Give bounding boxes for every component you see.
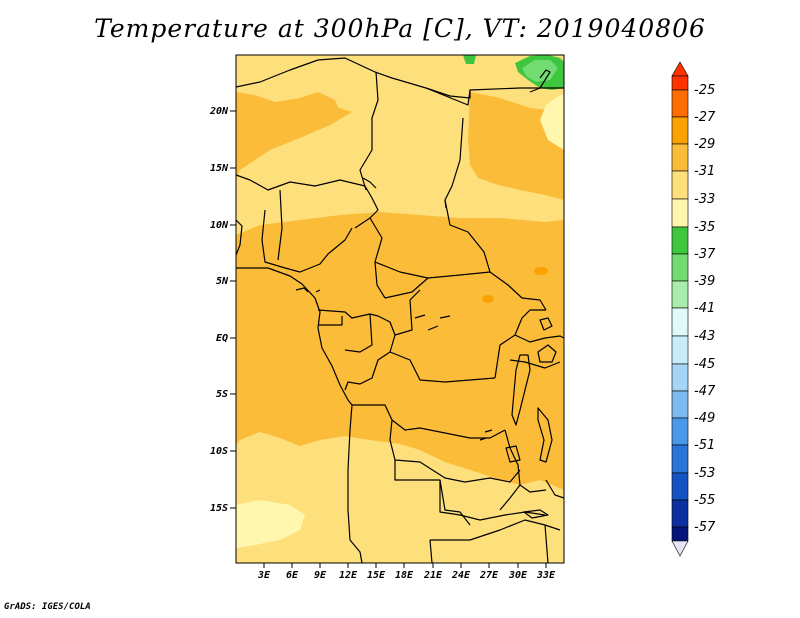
colorbar-label: -53 (694, 466, 715, 481)
colorbar-label: -45 (694, 357, 715, 372)
country-borders (236, 57, 564, 563)
colorbar-segment (671, 143, 689, 172)
colorbar-segment (671, 307, 689, 337)
lat-tick-15s: 15S (210, 503, 236, 514)
colorbar-label: -29 (694, 137, 715, 152)
colorbar-label: -49 (694, 411, 715, 426)
colorbar-segment (671, 75, 689, 91)
lon-label-33e: 33E (536, 570, 556, 581)
map-title: Temperature at 300hPa [C], VT: 201904080… (94, 14, 706, 43)
lat-label-20n: 20N (209, 106, 229, 117)
lat-tick-eq: EQ (216, 333, 236, 344)
lat-label-15s: 15S (210, 503, 228, 514)
lon-label-15e: 15E (367, 570, 386, 581)
colorbar-segment (671, 444, 689, 474)
colorbar-segment (671, 499, 689, 528)
colorbar-bottom-arrow (671, 540, 689, 557)
credit-text: GrADS: IGES/COLA (4, 602, 91, 612)
lat-label-10s: 10S (210, 446, 228, 457)
lat-tick-10s: 10S (210, 446, 236, 457)
colorbar-label: -33 (694, 192, 715, 207)
colorbar-segment (671, 363, 689, 392)
colorbar-label: -55 (694, 493, 715, 508)
lon-tick-9e: 9E (314, 563, 327, 581)
lon-tick-18e: 18E (395, 563, 414, 581)
colorbar-segment (671, 335, 689, 365)
temperature-band-35-37 (463, 55, 476, 64)
colorbar-label: -51 (694, 438, 715, 453)
lon-tick-15e: 15E (367, 563, 386, 581)
lon-label-27e: 27E (479, 570, 499, 581)
lon-tick-21e: 21E (423, 563, 443, 581)
lat-tick-20n: 20N (209, 106, 236, 117)
lon-label-24e: 24E (451, 570, 471, 581)
colorbar-segment (671, 198, 689, 228)
lon-tick-3e: 3E (257, 563, 271, 581)
temperature-band-29-31 (236, 92, 340, 152)
lat-label-15n: 15N (210, 163, 229, 174)
lat-label-10n: 10N (210, 220, 229, 231)
longitude-axis: 3E 6E 9E 12E 15E 18E 21E 24E 27E 30E 33E (257, 563, 556, 581)
colorbar-label: -31 (694, 164, 715, 179)
temperature-band-33-35 (236, 500, 305, 548)
colorbar: -25 -27 -29 -31 -33 -35 -37 -39 -41 -43 … (671, 61, 716, 557)
colorbar-label: -27 (694, 110, 716, 125)
colorbar-segment (671, 526, 689, 542)
lon-label-18e: 18E (395, 570, 414, 581)
colorbar-segment (671, 417, 689, 446)
lon-tick-33e: 33E (536, 563, 556, 581)
lon-tick-27e: 27E (479, 563, 499, 581)
colorbar-segment (671, 89, 689, 118)
colorbar-segment (671, 116, 689, 145)
colorbar-segment (671, 170, 689, 200)
colorbar-label: -39 (694, 274, 715, 289)
lon-label-12e: 12E (339, 570, 358, 581)
lon-tick-30e: 30E (508, 563, 528, 581)
lon-tick-6e: 6E (286, 563, 299, 581)
lon-label-9e: 9E (314, 570, 327, 581)
colorbar-segment (671, 226, 689, 255)
colorbar-segment (671, 390, 689, 419)
lat-label-5n: 5N (216, 276, 229, 287)
latitude-axis: 20N 15N 10N 5N EQ 5S 10S 15S (209, 106, 236, 514)
colorbar-label: -25 (694, 83, 715, 98)
temperature-band-27-29 (534, 267, 548, 275)
temperature-band-29-31 (468, 92, 564, 200)
lat-tick-5n: 5N (216, 276, 236, 287)
colorbar-top-arrow (671, 61, 689, 77)
colorbar-label: -35 (694, 220, 715, 235)
colorbar-label: -43 (694, 329, 715, 344)
colorbar-label: -57 (694, 520, 716, 535)
colorbar-segment (671, 472, 689, 501)
lon-tick-12e: 12E (339, 563, 358, 581)
colorbar-label: -41 (694, 301, 715, 316)
map-frame (235, 54, 565, 564)
colorbar-segment (671, 253, 689, 282)
lat-tick-5s: 5S (216, 389, 236, 400)
lat-tick-15n: 15N (210, 163, 236, 174)
lon-label-3e: 3E (257, 570, 271, 581)
lon-label-21e: 21E (423, 570, 443, 581)
temperature-band-33-35 (540, 95, 564, 150)
colorbar-segment (671, 280, 689, 309)
temperature-band-37-39 (522, 60, 558, 82)
temperature-band-27-29 (482, 295, 494, 303)
colorbar-label: -47 (694, 384, 716, 399)
lat-label-5s: 5S (216, 389, 228, 400)
colorbar-label: -37 (694, 247, 716, 262)
temperature-field (236, 55, 564, 563)
lon-label-30e: 30E (508, 570, 528, 581)
temperature-band-31-33 (236, 490, 564, 563)
lat-label-eq: EQ (216, 333, 228, 344)
lat-tick-10n: 10N (210, 220, 236, 231)
lon-label-6e: 6E (286, 570, 299, 581)
lon-tick-24e: 24E (451, 563, 471, 581)
